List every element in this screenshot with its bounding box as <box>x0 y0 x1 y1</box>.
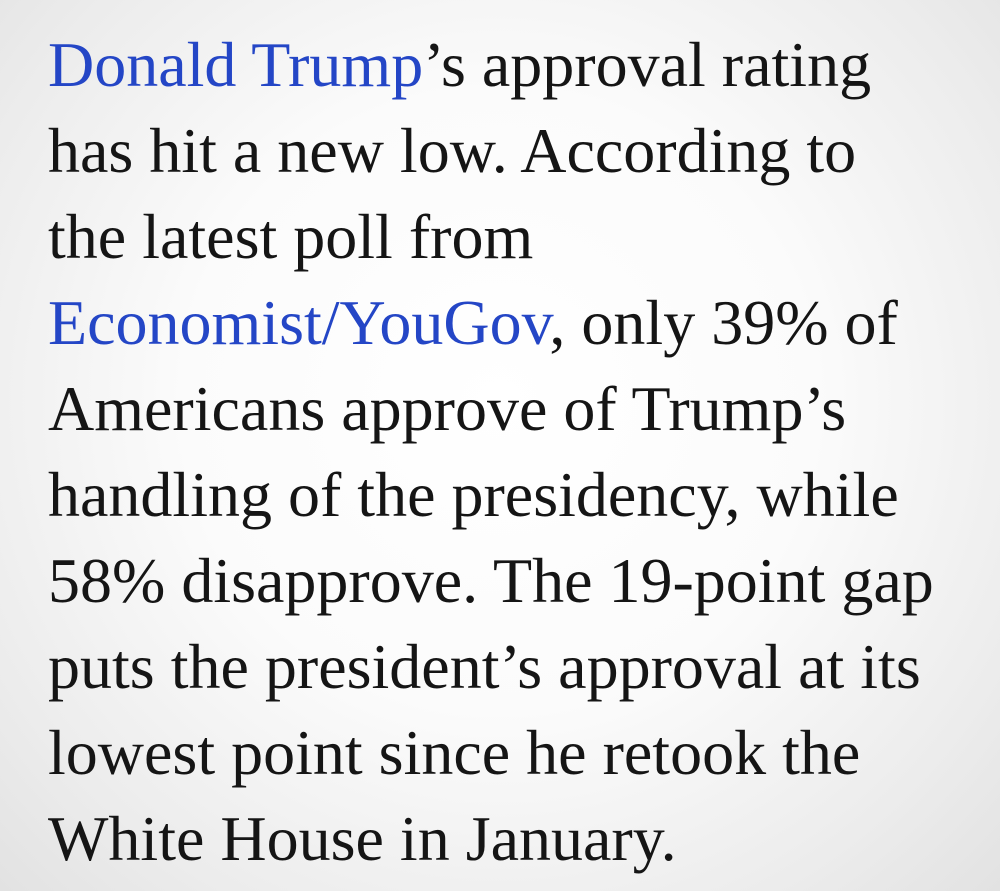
economist-yougov-link[interactable]: Economist/YouGov <box>48 287 550 358</box>
article-line-3: the latest poll from <box>48 201 534 272</box>
article-line-2: has hit a new low. According to <box>48 115 857 186</box>
article-line-10: White House in January. <box>48 803 677 874</box>
article-line-5: Americans approve of Trump’s <box>48 373 847 444</box>
article-text: , only 39% of <box>549 287 898 358</box>
article-line-8: puts the president’s approval at its <box>48 631 921 702</box>
article-line-7: 58% disapprove. The 19-point gap <box>48 545 934 616</box>
article-text: ’s approval rating <box>423 29 872 100</box>
article-paragraph: Donald Trump’s approval rating has hit a… <box>48 22 988 882</box>
article-line-6: handling of the presidency, while <box>48 459 899 530</box>
article-line-1: Donald Trump’s approval rating <box>48 22 988 108</box>
donald-trump-link[interactable]: Donald Trump <box>48 29 424 100</box>
article-line-4: Economist/YouGov, only 39% of <box>48 280 988 366</box>
article-line-9: lowest point since he retook the <box>48 717 861 788</box>
